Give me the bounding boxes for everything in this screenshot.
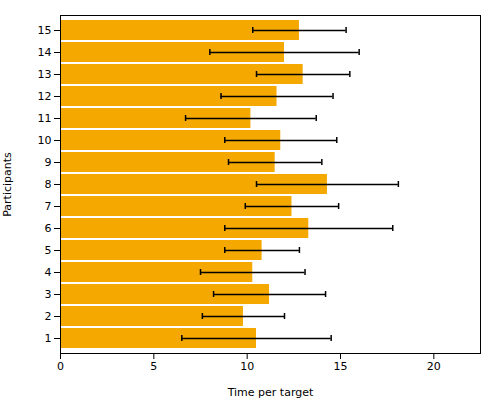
svg-text:20: 20	[427, 360, 441, 373]
svg-text:5: 5	[45, 244, 52, 257]
svg-text:3: 3	[45, 288, 52, 301]
svg-text:0: 0	[57, 360, 64, 373]
svg-text:15: 15	[38, 24, 52, 37]
svg-text:Time per target: Time per target	[227, 386, 314, 398]
svg-text:12: 12	[38, 90, 52, 103]
svg-text:14: 14	[38, 46, 52, 59]
svg-text:1: 1	[45, 332, 52, 345]
svg-text:10: 10	[38, 134, 52, 147]
svg-text:6: 6	[45, 222, 52, 235]
svg-text:5: 5	[150, 360, 157, 373]
svg-text:13: 13	[38, 68, 52, 81]
svg-text:4: 4	[45, 266, 52, 279]
svg-text:Participants: Participants	[1, 152, 14, 217]
svg-text:15: 15	[334, 360, 348, 373]
svg-text:7: 7	[45, 200, 52, 213]
svg-text:2: 2	[45, 310, 52, 323]
svg-text:8: 8	[45, 178, 52, 191]
svg-text:10: 10	[240, 360, 254, 373]
svg-text:9: 9	[45, 156, 52, 169]
svg-text:11: 11	[38, 112, 52, 125]
